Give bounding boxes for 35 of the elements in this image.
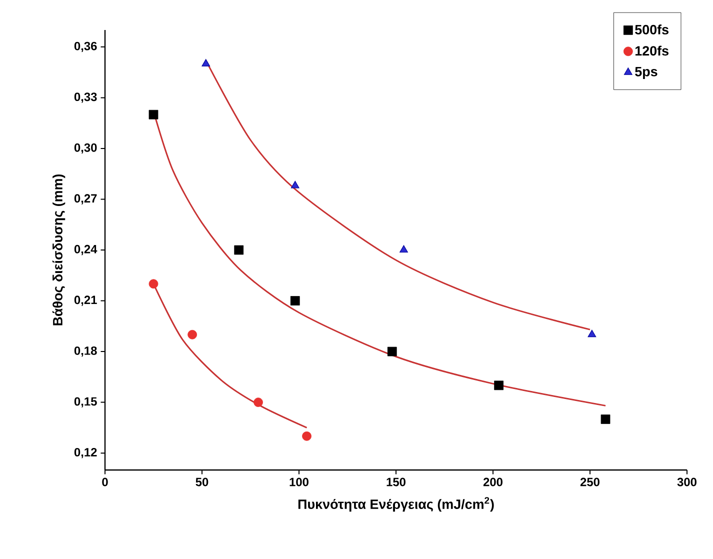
y-tick-label: 0,12 xyxy=(74,448,97,458)
point xyxy=(254,398,263,407)
x-tick-label: 200 xyxy=(483,478,502,486)
point xyxy=(400,245,408,253)
x-axis-title: Πυκνότητα Ενέργειας (mJ/cm$^{2}$) xyxy=(298,497,494,512)
point xyxy=(202,59,210,66)
x-tick-label: 0 xyxy=(102,478,108,486)
point xyxy=(600,414,610,424)
x-tick-label: 150 xyxy=(386,478,406,486)
point xyxy=(290,296,300,306)
y-axis-title: Βάθος διείσδυσης (mm) xyxy=(52,174,66,326)
y-tick-label: 0,15 xyxy=(74,397,97,408)
point xyxy=(234,245,244,255)
point xyxy=(387,346,397,356)
x-tick-label: 50 xyxy=(196,478,208,486)
point xyxy=(494,380,504,390)
legend-label: 500fs xyxy=(635,24,668,34)
y-tick-label: 0,33 xyxy=(74,92,97,103)
y-tick-label: 0,30 xyxy=(74,143,97,154)
point xyxy=(188,330,197,340)
point xyxy=(290,180,300,188)
y-tick-label: 0,36 xyxy=(74,42,97,52)
x-tick-label: 250 xyxy=(580,478,600,486)
legend-label: 5ps xyxy=(635,66,658,80)
point xyxy=(302,431,312,441)
x-tick-label: 100 xyxy=(290,478,308,486)
y-tick-label: 0,18 xyxy=(74,346,97,357)
point xyxy=(588,330,596,338)
y-tick-label: 0,21 xyxy=(74,296,97,306)
point xyxy=(148,279,158,289)
point xyxy=(148,110,158,120)
y-tick-label: 0,24 xyxy=(74,244,98,256)
x-tick-label: 300 xyxy=(677,478,696,486)
y-tick-label: 0,27 xyxy=(74,194,97,204)
legend-label: 120fs xyxy=(635,46,668,56)
